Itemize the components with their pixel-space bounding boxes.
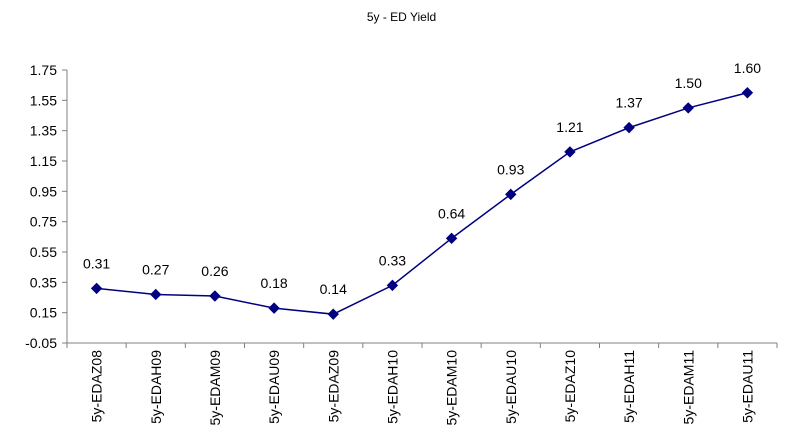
data-labels: 0.31 0.27 0.26 0.18 0.14 0.33 0.64 0.93 1.21 1.37…: [83, 60, 761, 297]
data-label: 1.21: [556, 119, 583, 135]
y-tick-label: 0.95: [30, 183, 57, 199]
data-label: 0.31: [83, 255, 110, 271]
data-point-marker: [268, 302, 280, 314]
y-tick-labels: 1.75 1.55 1.35 1.15 0.95 0.75 0.55 0.35 0.15 -0.0…: [25, 62, 57, 351]
chart-title: 5y - ED Yield: [366, 10, 437, 24]
axes: [62, 69, 778, 348]
data-point-marker: [386, 279, 399, 292]
data-point-marker: [741, 87, 754, 99]
data-point-marker: [209, 290, 221, 302]
x-tick-label: 5y-EDAU09: [266, 350, 282, 424]
y-tick-label: 0.55: [30, 244, 57, 260]
data-label: 0.14: [320, 281, 347, 297]
y-tick-label: 1.75: [30, 62, 57, 78]
y-tick-label: -0.05: [25, 335, 57, 351]
x-tick-label: 5y-EDAU11: [739, 350, 755, 423]
series-line: [96, 92, 748, 315]
data-point-marker: [682, 102, 694, 114]
series-line-group: [90, 87, 754, 320]
data-label: 0.18: [260, 275, 287, 291]
data-label: 1.50: [675, 75, 702, 91]
y-tick-label: 1.15: [30, 153, 57, 169]
data-label: 0.33: [379, 252, 406, 268]
x-tick-label: 5y-EDAZ10: [562, 350, 578, 423]
data-point-marker: [564, 146, 576, 158]
x-tick-label: 5y-EDAU10: [503, 350, 519, 424]
x-tick-label: 5y-EDAM09: [207, 350, 223, 426]
x-tick-label: 5y-EDAH09: [148, 350, 164, 424]
x-tick-label: 5y-EDAZ08: [89, 350, 105, 423]
data-label: 0.27: [142, 261, 169, 277]
data-label: 1.37: [615, 95, 642, 111]
x-tick-labels: 5y-EDAZ08 5y-EDAH09 5y-EDAM09 5y-EDAU09 5y-E…: [89, 350, 756, 426]
y-tick-label: 1.35: [30, 123, 57, 139]
data-point-marker: [505, 188, 517, 201]
x-tick-label: 5y-EDAM10: [444, 350, 460, 426]
x-tick-label: 5y-EDAH11: [621, 350, 637, 423]
x-tick-label: 5y-EDAZ09: [325, 350, 341, 423]
data-point-marker: [445, 232, 458, 245]
data-point-marker: [327, 308, 339, 320]
data-point-marker: [90, 282, 103, 295]
y-tick-label: 0.75: [30, 214, 57, 230]
data-point-marker: [150, 288, 162, 301]
x-tick-label: 5y-EDAM11: [680, 350, 696, 425]
data-label: 1.60: [734, 60, 761, 76]
data-point-marker: [623, 121, 635, 134]
data-label: 0.26: [201, 263, 228, 279]
y-tick-label: 0.15: [30, 305, 57, 321]
y-tick-label: 0.35: [30, 274, 57, 290]
y-tick-label: 1.55: [30, 92, 57, 108]
data-label: 0.93: [497, 161, 524, 177]
x-tick-label: 5y-EDAH10: [384, 350, 400, 424]
data-label: 0.64: [438, 205, 465, 221]
